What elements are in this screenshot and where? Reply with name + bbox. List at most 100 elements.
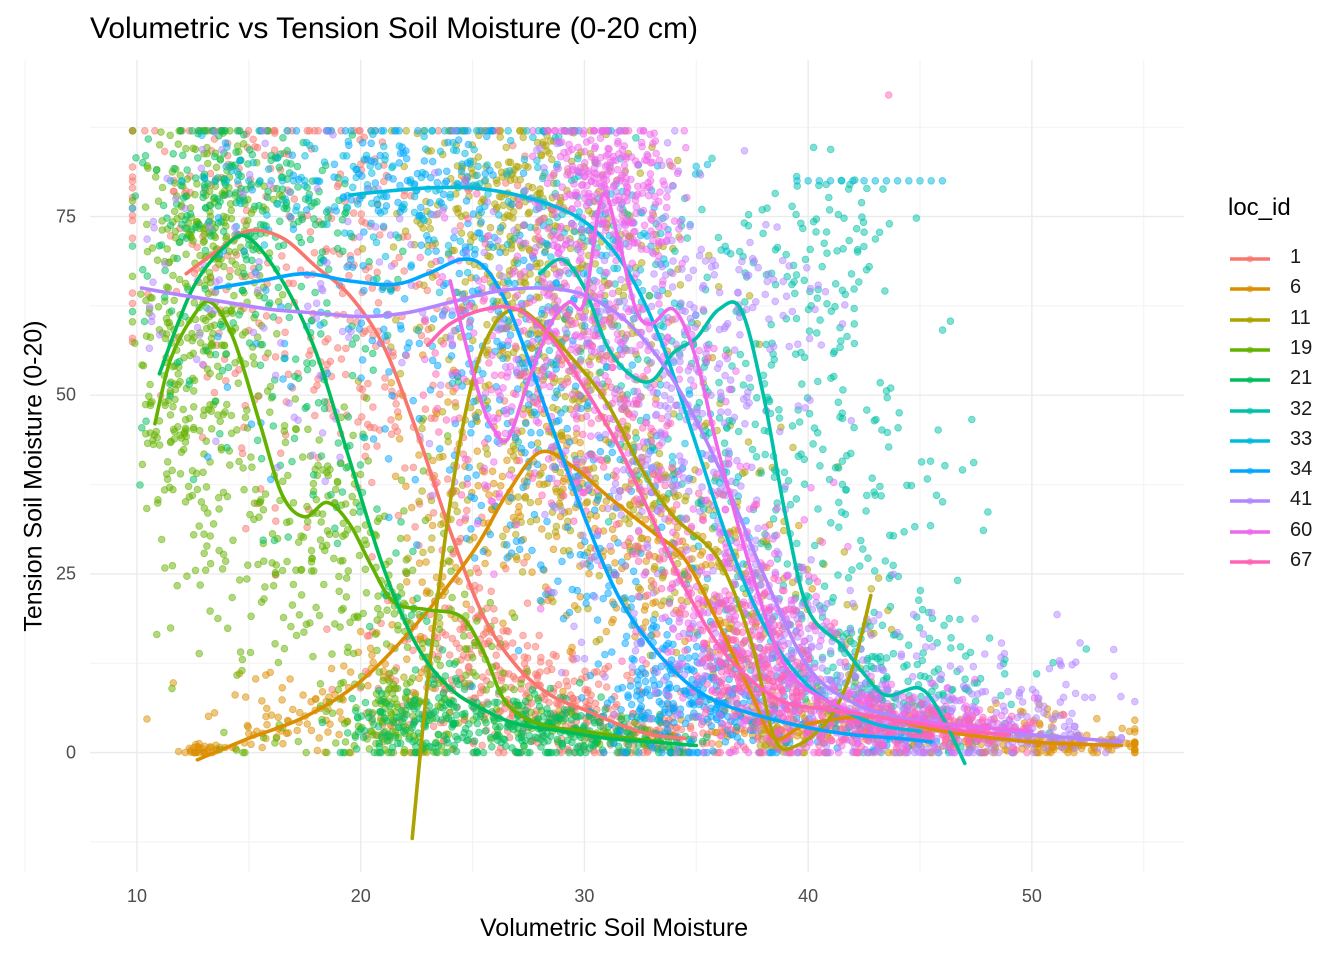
point-loc-19 [200, 549, 209, 558]
point-loc-6 [696, 551, 705, 559]
point-loc-11 [637, 258, 646, 267]
point-loc-19 [163, 457, 172, 466]
point-loc-6 [307, 726, 316, 735]
point-loc-21 [443, 738, 452, 747]
point-loc-21 [313, 198, 321, 206]
point-loc-32 [800, 480, 809, 489]
point-loc-21 [558, 739, 567, 748]
point-loc-32 [876, 378, 884, 387]
point-loc-19 [307, 567, 316, 575]
point-loc-32 [826, 518, 835, 527]
point-loc-21 [338, 247, 347, 256]
point-loc-32 [878, 426, 886, 434]
point-loc-11 [525, 208, 534, 217]
point-loc-21 [334, 439, 343, 447]
point-loc-32 [910, 522, 919, 531]
point-loc-21 [333, 539, 342, 548]
point-loc-19 [382, 640, 391, 648]
point-loc-11 [481, 382, 489, 391]
point-loc-19 [298, 453, 307, 461]
point-loc-19 [266, 382, 275, 391]
point-loc-21 [364, 713, 373, 722]
point-loc-21 [392, 713, 401, 722]
point-loc-11 [391, 316, 400, 324]
point-loc-19 [510, 685, 518, 694]
point-loc-19 [244, 216, 252, 225]
point-loc-19 [289, 580, 298, 589]
point-loc-6 [143, 715, 151, 723]
point-loc-1 [535, 631, 543, 640]
point-loc-32 [792, 495, 801, 503]
point-loc-19 [394, 625, 402, 634]
point-loc-19 [160, 486, 169, 494]
point-loc-19 [146, 333, 155, 342]
point-loc-32 [961, 675, 969, 683]
point-loc-32 [736, 350, 745, 359]
point-loc-1 [594, 680, 603, 688]
point-loc-19 [328, 650, 336, 658]
point-loc-19 [183, 334, 192, 342]
point-loc-21 [356, 461, 365, 469]
point-loc-19 [348, 492, 357, 501]
point-loc-1 [409, 463, 418, 472]
point-loc-19 [362, 394, 371, 403]
point-loc-1 [354, 418, 362, 426]
point-loc-6 [366, 644, 375, 653]
point-loc-21 [251, 310, 260, 319]
point-loc-1 [455, 668, 463, 677]
point-loc-32 [853, 245, 862, 254]
point-loc-11 [637, 534, 645, 543]
point-loc-32 [834, 571, 842, 579]
point-loc-6 [422, 558, 430, 566]
point-loc-33 [236, 199, 245, 208]
point-loc-32 [934, 426, 942, 434]
point-loc-32 [871, 235, 880, 243]
point-loc-32 [708, 154, 716, 163]
point-loc-19 [215, 546, 224, 555]
point-loc-32 [798, 224, 807, 233]
point-loc-1 [429, 508, 438, 517]
point-loc-32 [925, 634, 934, 643]
point-loc-19 [288, 601, 297, 609]
point-loc-21 [284, 302, 293, 311]
point-loc-33 [343, 203, 352, 212]
point-loc-19 [169, 425, 178, 434]
point-loc-19 [323, 462, 332, 470]
point-loc-32 [837, 508, 846, 517]
point-loc-6 [279, 739, 287, 748]
point-loc-32 [881, 557, 890, 565]
point-loc-1 [249, 135, 258, 144]
point-loc-1 [369, 403, 377, 411]
point-loc-6 [326, 720, 334, 728]
point-loc-21 [240, 131, 248, 139]
point-loc-19 [338, 556, 347, 565]
point-loc-21 [517, 730, 526, 738]
point-loc-6 [286, 675, 294, 683]
point-loc-32 [822, 228, 831, 236]
point-loc-21 [601, 705, 609, 714]
point-loc-21 [264, 187, 272, 196]
point-loc-19 [297, 566, 305, 574]
point-loc-32 [879, 185, 887, 193]
point-loc-32 [820, 582, 829, 590]
point-loc-6 [1131, 716, 1139, 724]
point-loc-21 [519, 741, 528, 750]
point-loc-32 [827, 307, 836, 316]
point-loc-11 [461, 278, 470, 286]
point-loc-19 [228, 309, 237, 318]
point-loc-19 [356, 470, 365, 479]
point-loc-32 [792, 539, 801, 548]
point-loc-32 [788, 422, 797, 430]
point-loc-6 [568, 643, 576, 652]
point-loc-19 [171, 227, 180, 236]
point-loc-32 [940, 621, 948, 630]
point-loc-19 [283, 557, 291, 566]
point-loc-21 [590, 741, 598, 750]
point-loc-1 [364, 379, 372, 388]
point-loc-19 [279, 613, 288, 622]
point-loc-32 [813, 377, 822, 386]
point-loc-32 [804, 305, 813, 314]
point-loc-32 [876, 482, 884, 491]
point-loc-32 [926, 521, 935, 530]
point-loc-19 [261, 490, 270, 498]
